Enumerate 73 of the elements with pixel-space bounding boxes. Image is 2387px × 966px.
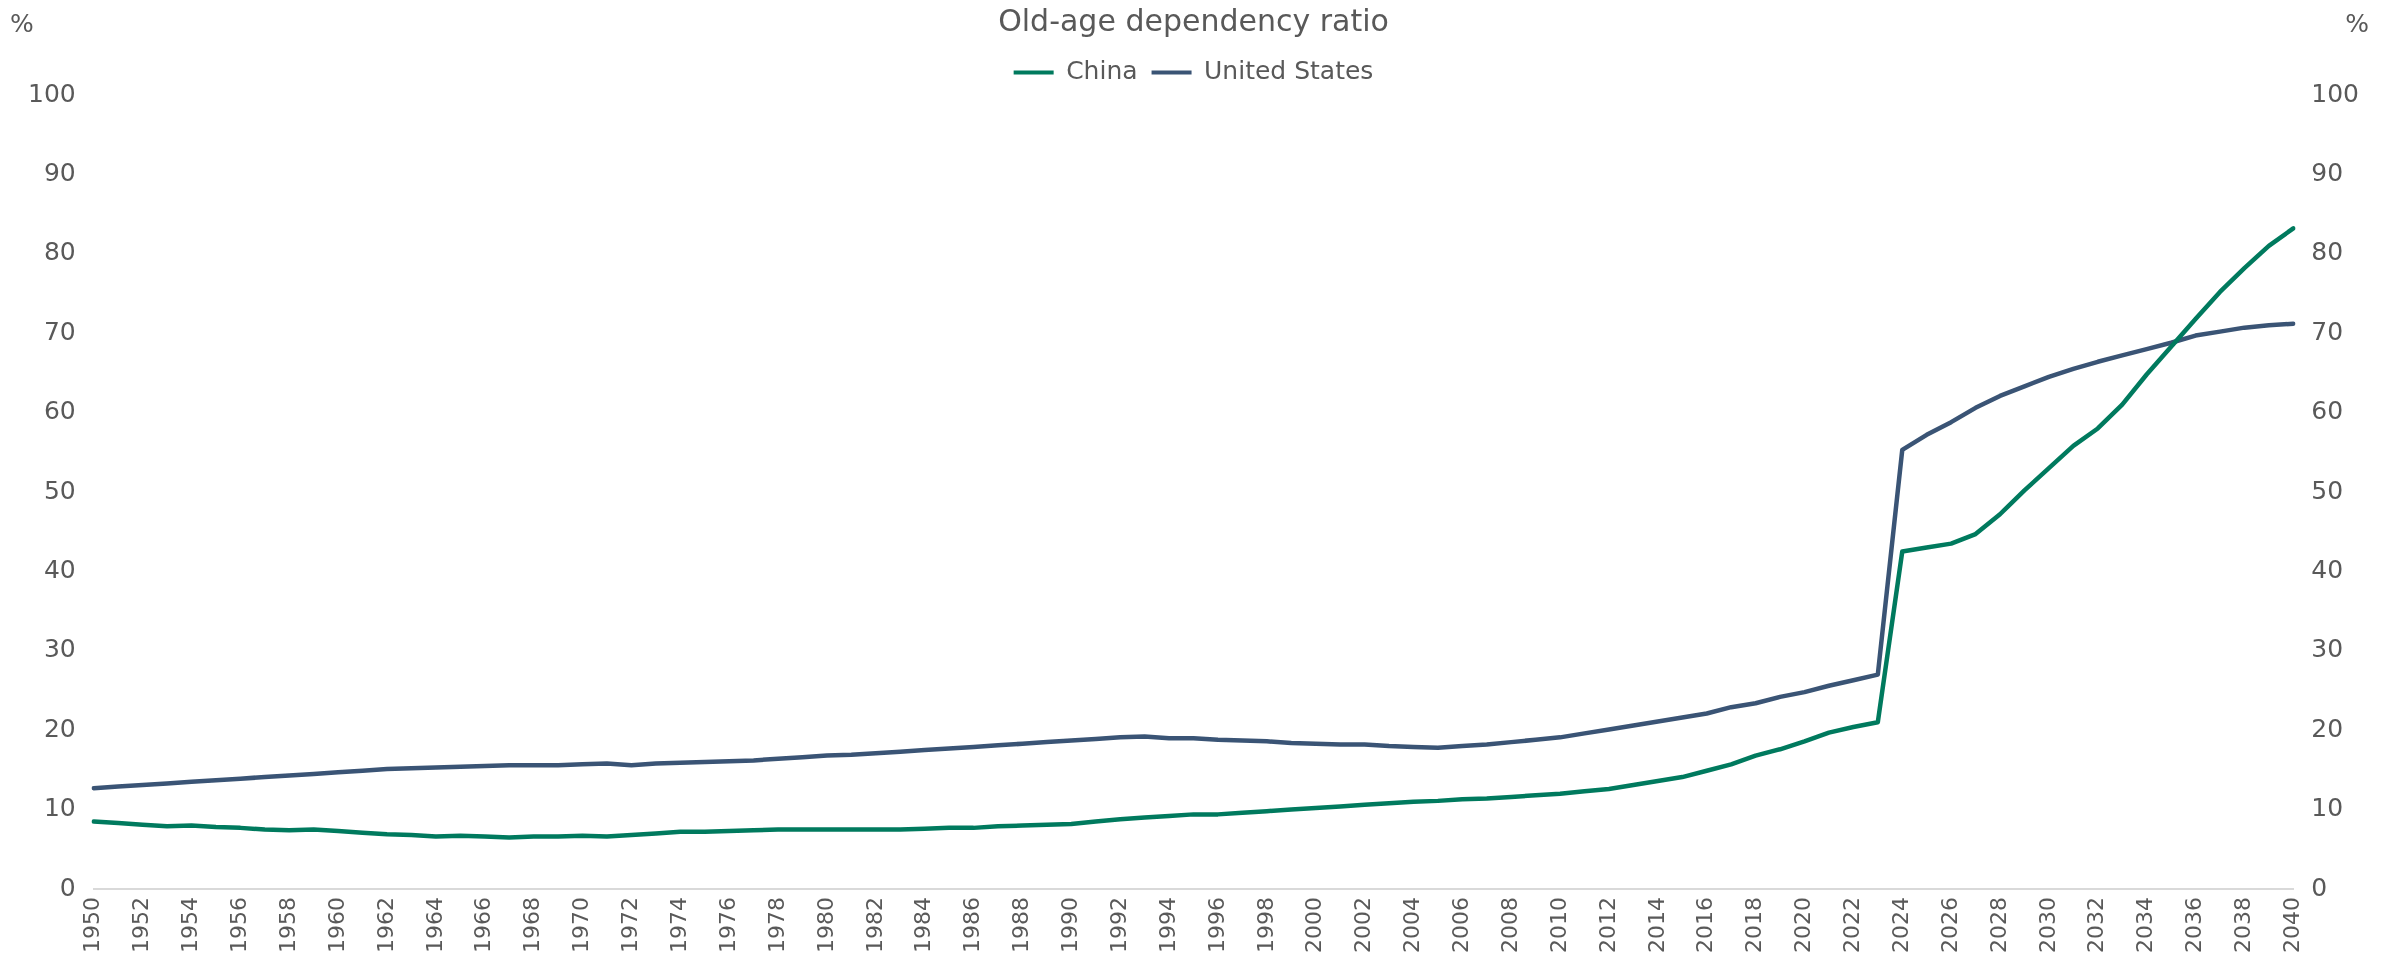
x-tick-label: 2022 xyxy=(1839,897,1865,954)
y-tick-label: 70 xyxy=(43,316,76,346)
x-tick-label: 1990 xyxy=(1057,897,1083,954)
x-tick-label: 1994 xyxy=(1154,897,1180,954)
x-tick-label: 2032 xyxy=(2083,897,2109,954)
x-tick-label: 1964 xyxy=(421,897,447,954)
y2-tick-label: 60 xyxy=(2311,396,2344,426)
x-tick-label: 2036 xyxy=(2181,897,2207,954)
x-tick-label: 1996 xyxy=(1203,897,1229,954)
x-tick-label: 1960 xyxy=(323,897,349,954)
x-tick-label: 1962 xyxy=(372,897,398,954)
x-tick-label: 1954 xyxy=(177,897,203,954)
y-tick-label: 100 xyxy=(28,78,76,108)
x-tick-label: 1956 xyxy=(226,897,252,954)
x-tick-label: 1986 xyxy=(959,897,985,954)
x-tick-label: 2010 xyxy=(1545,897,1571,954)
y2-tick-label: 30 xyxy=(2311,634,2344,664)
y2-axis-title: % xyxy=(2345,9,2369,38)
x-tick-label: 2014 xyxy=(1643,897,1669,954)
x-tick-label: 1998 xyxy=(1252,897,1278,954)
x-tick-label: 1952 xyxy=(128,897,154,954)
x-tick-label: 2016 xyxy=(1692,897,1718,954)
y-tick-label: 20 xyxy=(43,713,76,743)
chart-title: Old-age dependency ratio xyxy=(998,2,1389,38)
y-tick-label: 30 xyxy=(43,634,76,664)
y-tick-label: 90 xyxy=(43,157,76,187)
y2-tick-label: 20 xyxy=(2311,713,2344,743)
y2-tick-label: 100 xyxy=(2311,78,2359,108)
x-tick-label: 2024 xyxy=(1887,897,1913,954)
x-tick-label: 2008 xyxy=(1496,897,1522,954)
x-tick-label: 1980 xyxy=(812,897,838,954)
y2-tick-label: 10 xyxy=(2311,793,2344,823)
legend-label: United States xyxy=(1204,56,1374,85)
y-axis-title: % xyxy=(10,9,34,38)
x-tick-label: 2004 xyxy=(1399,897,1425,954)
x-tick-label: 1978 xyxy=(763,897,789,954)
y-tick-label: 40 xyxy=(43,554,76,584)
y-tick-label: 50 xyxy=(43,475,76,505)
x-tick-label: 1972 xyxy=(617,897,643,954)
x-tick-label: 1976 xyxy=(714,897,740,954)
x-tick-label: 2002 xyxy=(1350,897,1376,954)
y2-tick-label: 50 xyxy=(2311,475,2344,505)
x-tick-label: 2034 xyxy=(2132,897,2158,954)
y2-tick-label: 70 xyxy=(2311,316,2344,346)
x-tick-label: 1992 xyxy=(1105,897,1131,954)
legend-label: China xyxy=(1066,56,1138,85)
x-tick-label: 2030 xyxy=(2034,897,2060,954)
y2-tick-label: 80 xyxy=(2311,237,2344,267)
x-tick-label: 1968 xyxy=(519,897,545,954)
x-tick-label: 1988 xyxy=(1008,897,1034,954)
x-tick-label: 1966 xyxy=(470,897,496,954)
x-tick-label: 2006 xyxy=(1448,897,1474,954)
x-tick-label: 2040 xyxy=(2279,897,2304,954)
y-tick-label: 80 xyxy=(43,237,76,267)
y-tick-label: 10 xyxy=(43,793,76,823)
x-tick-label: 2028 xyxy=(1985,897,2011,954)
y2-tick-label: 90 xyxy=(2311,157,2344,187)
x-tick-label: 2000 xyxy=(1301,897,1327,954)
x-tick-label: 2012 xyxy=(1594,897,1620,954)
x-tick-label: 2020 xyxy=(1790,897,1816,954)
y-tick-label: 0 xyxy=(59,872,76,902)
x-tick-label: 2038 xyxy=(2230,897,2256,954)
x-tick-label: 1958 xyxy=(274,897,300,954)
x-tick-label: 1970 xyxy=(568,897,594,954)
y2-tick-label: 40 xyxy=(2311,554,2344,584)
x-tick-label: 1984 xyxy=(910,897,936,954)
x-tick-label: 1982 xyxy=(861,897,887,954)
x-tick-label: 1950 xyxy=(79,897,105,954)
y-tick-label: 60 xyxy=(43,396,76,426)
y2-tick-label: 0 xyxy=(2311,872,2328,902)
x-tick-label: 1974 xyxy=(665,897,691,954)
x-tick-label: 2018 xyxy=(1741,897,1767,954)
x-tick-label: 2026 xyxy=(1936,897,1962,954)
